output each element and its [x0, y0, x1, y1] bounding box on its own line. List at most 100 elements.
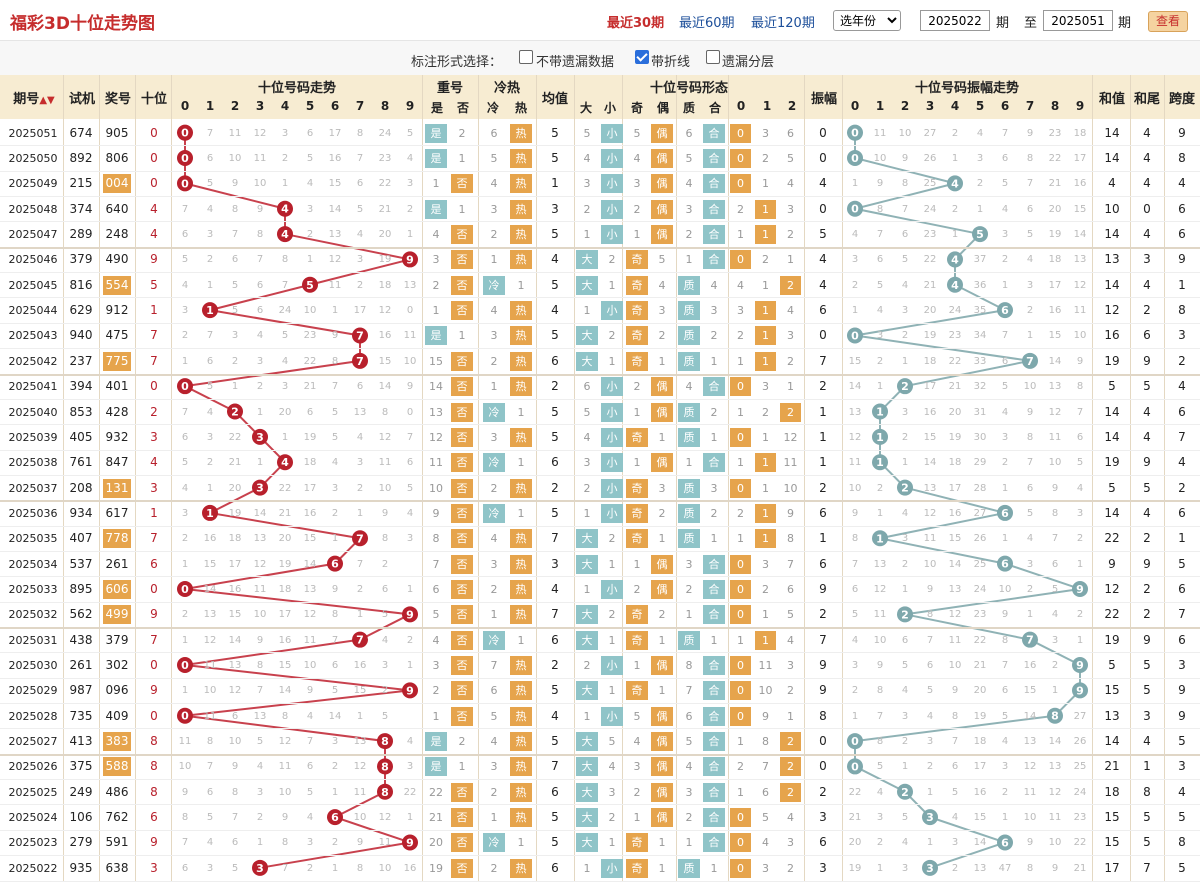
big-small-cell: 大 — [576, 250, 598, 269]
no-omission-checkbox[interactable] — [519, 50, 533, 64]
amp-omission-cell: 10 — [848, 483, 862, 494]
span-cell: 9 — [1178, 126, 1186, 140]
odd-even-cell: 偶 — [651, 174, 673, 193]
amp-cell: 0 — [819, 151, 827, 165]
with-line-checkbox[interactable] — [635, 50, 649, 64]
trend-ball-label: 7 — [356, 355, 364, 368]
cold-cell: 冷 — [483, 453, 505, 472]
road-cell: 7 — [787, 558, 794, 571]
trend-ball — [302, 276, 318, 293]
trend-ball-label: 0 — [181, 659, 189, 672]
road-cell: 2 — [737, 329, 744, 342]
amp-omission-cell: 1 — [1001, 483, 1009, 494]
issue-cell: 2025042 — [8, 355, 58, 368]
amp-omission-cell: 2 — [901, 736, 909, 747]
amp-omission-cell: 9 — [1051, 483, 1059, 494]
issue-cell: 2025050 — [8, 152, 58, 165]
query-button[interactable]: 查看 — [1148, 11, 1188, 32]
amp-line — [879, 537, 1006, 565]
amp-omission-cell: 2 — [876, 356, 884, 367]
trend-omission-cell: 1 — [331, 305, 339, 316]
amp-omission-cell: 19 — [948, 432, 962, 443]
to-issue-input[interactable] — [1043, 10, 1113, 31]
sumtail-cell: 5 — [1143, 683, 1151, 697]
amp-omission-cell: 9 — [876, 178, 884, 189]
trend-omission-cell: 9 — [306, 685, 314, 696]
amp-omission-cell: 1 — [1001, 812, 1009, 823]
sumtail-cell: 9 — [1143, 354, 1151, 368]
trend-omission-cell: 10 — [303, 660, 317, 671]
form-header: 十位号码形态 — [649, 81, 728, 96]
road-cell: 0 — [730, 833, 751, 852]
tens-cell: 4 — [150, 455, 158, 469]
amp-omission-cell: 8 — [1026, 432, 1034, 443]
amp-omission-cell: 4 — [1076, 483, 1084, 494]
trend-omission-cell: 4 — [356, 229, 364, 240]
trend-omission-cell: 9 — [231, 178, 239, 189]
tens-cell: 6 — [150, 557, 158, 571]
prime-comp-cell: 5 — [685, 152, 693, 165]
with-line-label[interactable]: 带折线 — [651, 55, 691, 70]
amp-omission-cell: 18 — [923, 356, 937, 367]
trend-omission-cell: 22 — [228, 432, 242, 443]
sumtail-cell: 5 — [1143, 481, 1151, 495]
comp-header: 合 — [708, 101, 721, 115]
shiji-cell: 379 — [69, 252, 93, 266]
amp-cell: 0 — [819, 328, 827, 342]
trend-omission-cell: 12 — [278, 736, 292, 747]
trend-omission-cell: 2 — [281, 153, 289, 164]
repeat-no-cell: 否 — [451, 656, 473, 675]
amp-ball-label: 6 — [1001, 304, 1009, 317]
trend-omission-cell: 6 — [381, 584, 389, 595]
amp-omission-cell: 10 — [998, 584, 1012, 595]
trend-omission-cell: 1 — [281, 432, 289, 443]
from-issue-input[interactable] — [920, 10, 990, 31]
no-omission-label[interactable]: 不带遗漏数据 — [536, 55, 615, 70]
odd-even-cell: 2 — [633, 583, 641, 596]
layered-checkbox[interactable] — [706, 50, 720, 64]
layered-label[interactable]: 遗漏分层 — [722, 55, 775, 70]
amp-omission-cell: 27 — [973, 508, 987, 519]
road-cell: 0 — [730, 479, 751, 498]
sum-cell: 19 — [1104, 354, 1120, 368]
tens-cell: 3 — [150, 481, 158, 495]
road1-header: 1 — [762, 99, 772, 113]
road-cell: 6 — [762, 786, 769, 799]
trend-omission-cell: 7 — [331, 381, 339, 392]
issue-header[interactable]: 期号▲▼ — [5, 88, 63, 107]
repeat-no-cell: 否 — [451, 479, 473, 498]
amp-omission-cell: 4 — [1026, 254, 1034, 265]
road-cell: 2 — [787, 684, 794, 697]
amp-omission-cell: 30 — [973, 432, 987, 443]
avg-cell: 1 — [551, 176, 559, 190]
big-header: 大 — [579, 101, 592, 115]
hot-cell: 热 — [510, 656, 532, 675]
trend-ball-label: 4 — [281, 228, 289, 241]
road-cell: 1 — [737, 228, 744, 241]
odd-even-cell: 3 — [658, 482, 666, 495]
amp-omission-cell: 6 — [901, 635, 909, 646]
amp-omission-cell: 4 — [851, 229, 859, 240]
big-small-cell: 大 — [576, 529, 598, 548]
sort-icon[interactable]: ▲▼ — [39, 95, 55, 106]
trend-omission-cell: 1 — [406, 660, 414, 671]
avg-cell: 4 — [551, 709, 559, 723]
amp-omission-cell: 11 — [1073, 305, 1087, 316]
year-select[interactable]: 选年份 — [833, 10, 901, 31]
recent-30-link[interactable]: 最近30期 — [607, 16, 665, 31]
prime-comp-cell: 质 — [678, 428, 700, 447]
recent-60-link[interactable]: 最近60期 — [679, 16, 735, 31]
big-small-cell: 小 — [601, 225, 623, 244]
amp-omission-cell: 13 — [973, 863, 987, 874]
amp-omission-cell: 9 — [1026, 407, 1034, 418]
big-small-cell: 1 — [583, 507, 591, 520]
trend-omission-cell: 15 — [203, 559, 217, 570]
issue-cell: 2025033 — [8, 583, 58, 596]
span-cell: 5 — [1178, 557, 1186, 571]
amp-omission-cell: 8 — [876, 736, 884, 747]
recent-120-link[interactable]: 最近120期 — [751, 16, 815, 31]
road-cell: 1 — [787, 710, 794, 723]
trend-omission-cell: 4 — [181, 280, 189, 291]
trend-omission-cell: 20 — [278, 407, 292, 418]
road-cell: 0 — [730, 656, 751, 675]
